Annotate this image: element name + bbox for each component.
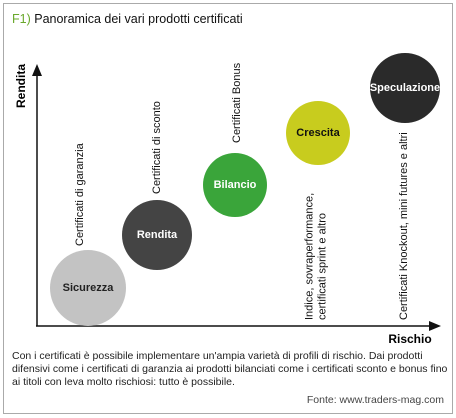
node-circle xyxy=(122,200,192,270)
y-arrow xyxy=(32,64,42,76)
node-note: Indice, sovraperformance, xyxy=(303,193,315,320)
node-circle xyxy=(203,153,267,217)
figure-number: F1) xyxy=(12,12,31,26)
caption: Con i certificati è possibile implementa… xyxy=(12,350,448,388)
node-circle xyxy=(286,101,350,165)
node-circle xyxy=(370,53,440,123)
x-axis-label: Rischio xyxy=(388,332,431,346)
title-text: Panoramica dei vari prodotti certificati xyxy=(34,12,242,26)
node-circle xyxy=(50,250,126,326)
x-arrow xyxy=(429,321,441,331)
node-note: Certificati Knockout, mini futures e alt… xyxy=(398,132,410,320)
y-axis-label: Rendita xyxy=(14,64,28,108)
node-label: Bilancio xyxy=(214,179,257,191)
node-label: Rendita xyxy=(137,229,178,241)
title: F1) Panoramica dei vari prodotti certifi… xyxy=(12,12,243,26)
source: Fonte: www.traders-mag.com xyxy=(306,394,444,406)
node-note: Certificati di garanzia xyxy=(74,142,86,246)
node-label: Crescita xyxy=(296,127,340,139)
node-note: certificati sprint e altro xyxy=(316,213,328,320)
node-note: Certificati di sconto xyxy=(151,101,163,194)
node-label: Sicurezza xyxy=(63,282,115,294)
node-label: Speculazione xyxy=(370,82,440,94)
node-note: Certificati Bonus xyxy=(231,62,243,143)
